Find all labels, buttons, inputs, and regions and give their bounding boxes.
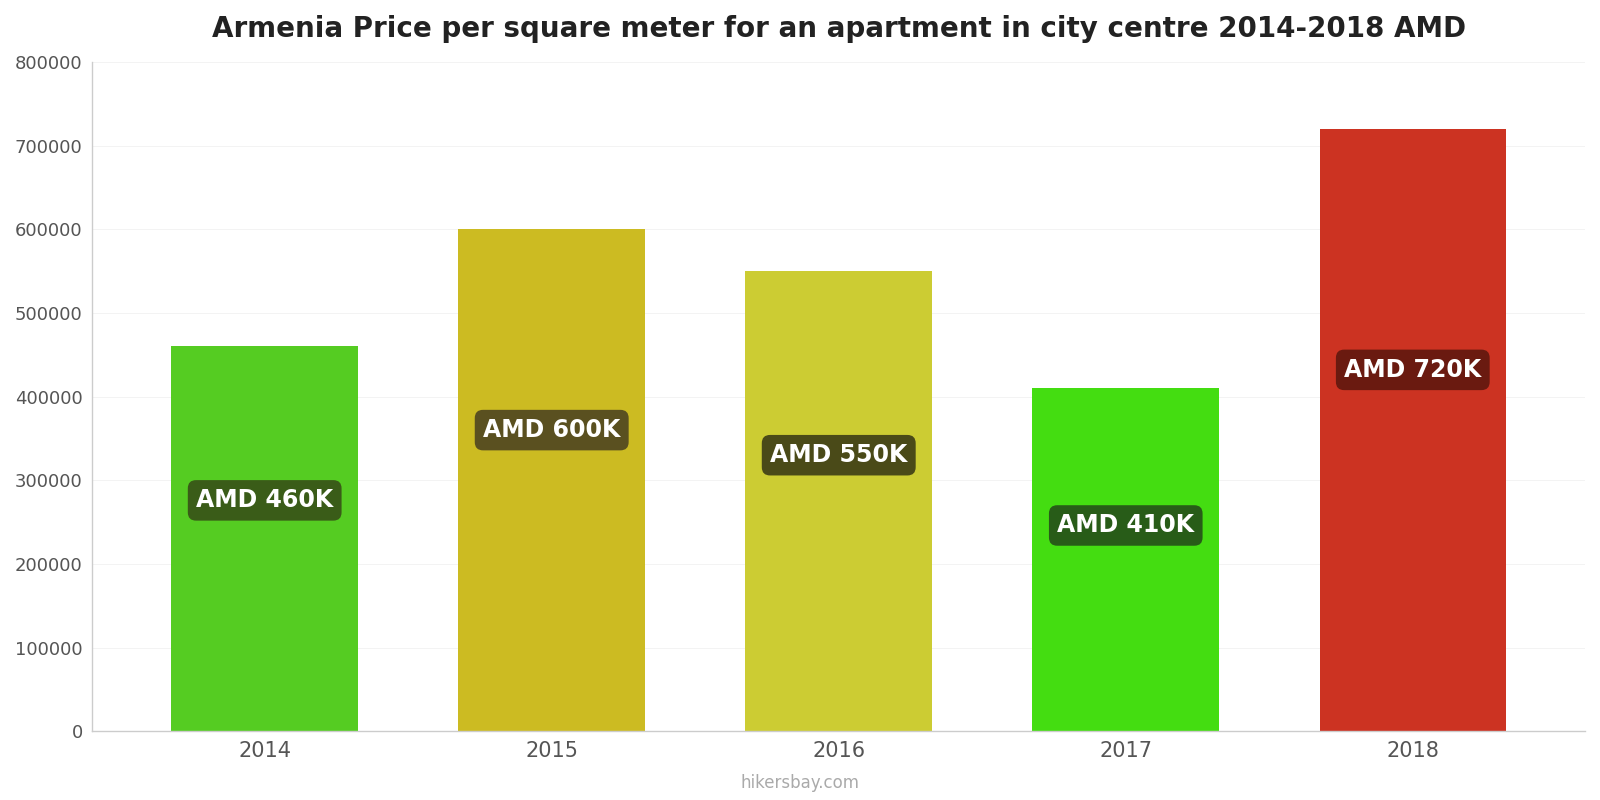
Text: AMD 720K: AMD 720K — [1344, 358, 1482, 382]
Text: hikersbay.com: hikersbay.com — [741, 774, 859, 792]
Title: Armenia Price per square meter for an apartment in city centre 2014-2018 AMD: Armenia Price per square meter for an ap… — [211, 15, 1466, 43]
Text: AMD 460K: AMD 460K — [197, 488, 333, 512]
Bar — [1320, 129, 1506, 731]
Bar — [746, 271, 933, 731]
Text: AMD 600K: AMD 600K — [483, 418, 621, 442]
Bar — [1032, 388, 1219, 731]
Text: AMD 410K: AMD 410K — [1058, 514, 1194, 538]
Bar — [459, 230, 645, 731]
Bar — [171, 346, 358, 731]
Text: AMD 550K: AMD 550K — [770, 443, 907, 467]
